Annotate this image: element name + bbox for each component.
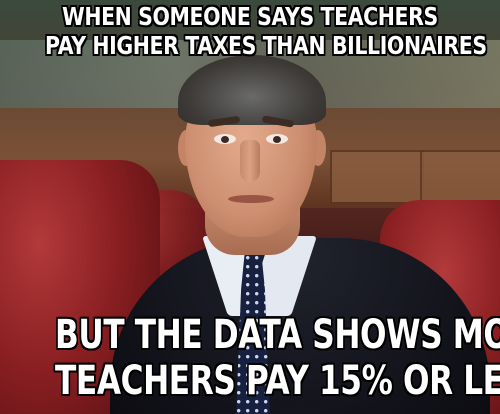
background-panel xyxy=(420,150,500,204)
man-eye xyxy=(266,134,288,144)
man-hair xyxy=(178,55,326,125)
man-eye xyxy=(214,134,236,144)
bottom-caption: BUT THE DATA SHOWS MOST TEACHERS PAY 15%… xyxy=(0,312,500,404)
top-caption-line-2: PAY HIGHER TAXES THAN BILLIONAIRES xyxy=(45,31,487,60)
top-caption: WHEN SOMEONE SAYS TEACHERS PAY HIGHER TA… xyxy=(0,2,500,60)
man-mouth xyxy=(228,195,274,203)
bottom-caption-line-1: BUT THE DATA SHOWS MOST xyxy=(55,312,500,358)
pupil xyxy=(221,136,229,143)
background-panel xyxy=(330,150,424,204)
top-caption-line-1: WHEN SOMEONE SAYS TEACHERS xyxy=(62,2,438,31)
pupil xyxy=(273,136,281,143)
bottom-caption-line-2: TEACHERS PAY 15% OR LESS xyxy=(55,358,500,404)
man-nose xyxy=(240,140,260,182)
